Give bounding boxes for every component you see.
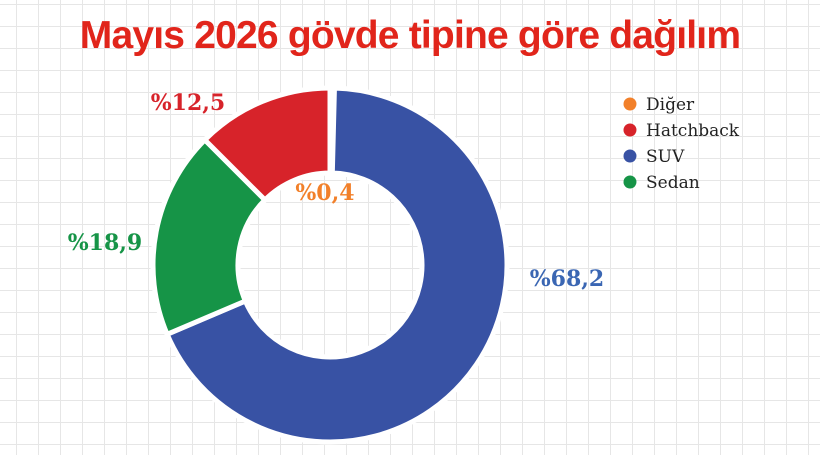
slice-labels: %0,4 %68,2 %18,9 %12,5	[68, 90, 605, 292]
legend-label-suv: SUV	[646, 147, 685, 167]
legend-label-diger: Diğer	[646, 95, 695, 115]
legend-marker-sedan	[623, 175, 637, 189]
slice-hatchback	[201, 85, 333, 204]
legend-marker-suv	[623, 149, 637, 163]
slice-suv	[163, 85, 510, 445]
slice-sedan	[150, 136, 269, 338]
legend-label-hatchback: Hatchback	[646, 121, 740, 141]
legend-marker-diger	[623, 97, 637, 111]
legend: Diğer Hatchback SUV Sedan	[623, 95, 740, 193]
slice-label-suv: %68,2	[530, 266, 605, 292]
chart-title: Mayıs 2026 gövde tipine göre dağılım	[79, 14, 741, 57]
slice-label-diger: %0,4	[295, 180, 354, 206]
legend-marker-hatchback	[623, 123, 637, 137]
donut-slices	[150, 85, 510, 445]
legend-label-sedan: Sedan	[646, 173, 700, 193]
slice-label-hatchback: %12,5	[151, 90, 226, 116]
slice-label-sedan: %18,9	[68, 230, 143, 256]
